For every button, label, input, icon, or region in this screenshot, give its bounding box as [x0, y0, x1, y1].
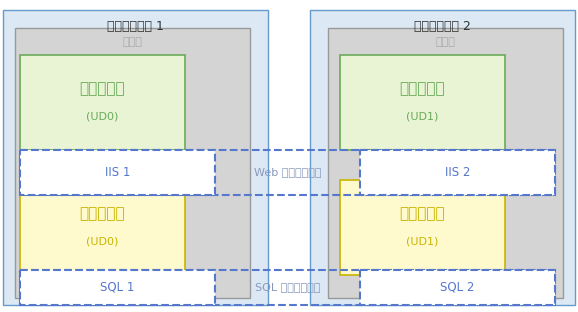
- Bar: [3, 10, 268, 305]
- Text: SQL 1: SQL 1: [101, 281, 135, 294]
- Text: (UD1): (UD1): [406, 111, 439, 121]
- Bar: [15, 28, 250, 298]
- Text: (UD0): (UD0): [86, 236, 118, 246]
- Bar: [20, 180, 185, 275]
- Bar: [328, 28, 563, 298]
- Bar: [20, 55, 185, 150]
- Bar: [340, 55, 505, 150]
- Text: SQL 2: SQL 2: [440, 281, 475, 294]
- Text: 障害ドメイン 1: 障害ドメイン 1: [107, 19, 164, 32]
- Text: (UD1): (UD1): [406, 236, 439, 246]
- Text: 仓想マシン: 仓想マシン: [400, 206, 445, 221]
- Bar: [310, 10, 575, 305]
- Text: ラック: ラック: [436, 37, 455, 47]
- Text: 仓想マシン: 仓想マシン: [80, 81, 125, 96]
- Text: SQL 可用性セット: SQL 可用性セット: [255, 282, 320, 293]
- Bar: [340, 180, 505, 275]
- Text: 仓想マシン: 仓想マシン: [400, 81, 445, 96]
- Text: Web 可用性セット: Web 可用性セット: [254, 168, 321, 178]
- Text: 障害ドメイン 2: 障害ドメイン 2: [414, 19, 471, 32]
- Bar: [20, 270, 215, 305]
- Text: IIS 2: IIS 2: [445, 166, 470, 179]
- Text: ラック: ラック: [123, 37, 142, 47]
- Bar: [20, 150, 555, 195]
- Bar: [20, 270, 555, 305]
- Bar: [360, 270, 555, 305]
- Text: 仓想マシン: 仓想マシン: [80, 206, 125, 221]
- Text: (UD0): (UD0): [86, 111, 118, 121]
- Text: IIS 1: IIS 1: [105, 166, 130, 179]
- Bar: [360, 150, 555, 195]
- Bar: [20, 150, 215, 195]
